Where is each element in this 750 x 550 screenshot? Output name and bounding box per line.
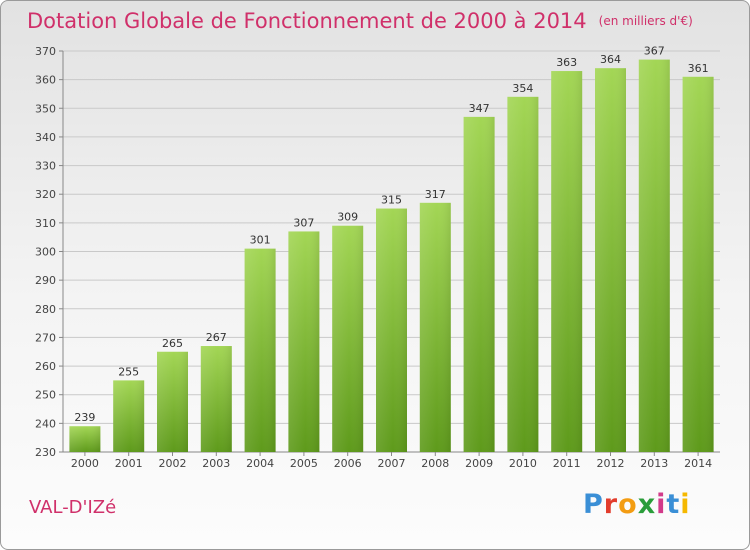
value-label: 364 (600, 53, 621, 66)
x-tick-label: 2003 (202, 457, 230, 470)
value-label: 317 (425, 188, 446, 201)
bar-shine (244, 248, 276, 452)
y-tick-label: 230 (35, 446, 56, 459)
logo-letter: P (583, 489, 604, 520)
x-tick-label: 2001 (115, 457, 143, 470)
x-tick-label: 2014 (684, 457, 712, 470)
logo-letter: r (603, 489, 619, 520)
bar-shine (507, 96, 539, 452)
title-text: Dotation Globale de Fonctionnement de 20… (27, 9, 587, 33)
value-label: 361 (688, 62, 709, 75)
x-tick-label: 2007 (378, 457, 406, 470)
logo-letter: i (680, 489, 691, 520)
x-tick-label: 2009 (465, 457, 493, 470)
y-tick-label: 300 (35, 246, 56, 259)
y-tick-label: 260 (35, 360, 56, 373)
x-tick-label: 2005 (290, 457, 318, 470)
bar-shine (682, 76, 714, 453)
bar-shine (200, 346, 232, 452)
x-tick-label: 2011 (553, 457, 581, 470)
x-tick-label: 2006 (334, 457, 362, 470)
bar-shine (463, 116, 495, 452)
city-name: VAL-D'IZé (29, 497, 117, 518)
y-tick-label: 310 (35, 217, 56, 230)
value-label: 367 (644, 45, 665, 58)
logo-letter: x (637, 489, 657, 520)
x-tick-label: 2000 (71, 457, 99, 470)
y-tick-label: 290 (35, 274, 56, 287)
y-tick-label: 370 (35, 45, 56, 58)
y-tick-label: 340 (35, 131, 56, 144)
bar-shine (288, 231, 320, 452)
value-label: 265 (162, 337, 183, 350)
logo-letter: t (666, 489, 681, 520)
value-label: 307 (293, 216, 314, 229)
bar-shine (376, 208, 407, 452)
bar-shine (551, 71, 583, 453)
value-label: 363 (556, 56, 577, 69)
bar-shine (419, 202, 451, 452)
proxiti-logo: Proxiti (583, 489, 691, 520)
value-label: 267 (206, 331, 227, 344)
x-tick-label: 2012 (597, 457, 625, 470)
value-label: 301 (250, 234, 271, 247)
y-tick-label: 320 (35, 188, 56, 201)
y-tick-label: 330 (35, 160, 56, 173)
x-tick-label: 2013 (640, 457, 668, 470)
logo-letter: i (656, 489, 667, 520)
logo-letter: o (618, 489, 638, 520)
bar-shine (69, 426, 101, 452)
y-tick-label: 270 (35, 331, 56, 344)
value-label: 309 (337, 211, 358, 224)
value-label: 347 (469, 102, 490, 115)
y-tick-label: 280 (35, 303, 56, 316)
y-tick-label: 350 (35, 102, 56, 115)
value-label: 315 (381, 194, 402, 207)
y-tick-label: 250 (35, 389, 56, 402)
value-label: 354 (512, 82, 533, 95)
x-tick-label: 2002 (159, 457, 187, 470)
bar-shine (113, 380, 145, 452)
y-tick-label: 360 (35, 74, 56, 87)
bar-shine (638, 59, 670, 452)
unit-label: (en milliers d'€) (598, 14, 693, 28)
x-tick-label: 2010 (509, 457, 537, 470)
chart-title: Dotation Globale de Fonctionnement de 20… (27, 9, 693, 33)
bar-shine (157, 351, 188, 452)
value-label: 255 (118, 365, 139, 378)
x-tick-label: 2008 (421, 457, 449, 470)
value-label: 239 (74, 411, 95, 424)
bar-shine (595, 68, 626, 452)
y-tick-label: 240 (35, 417, 56, 430)
x-tick-label: 2004 (246, 457, 274, 470)
bar-shine (332, 225, 364, 452)
